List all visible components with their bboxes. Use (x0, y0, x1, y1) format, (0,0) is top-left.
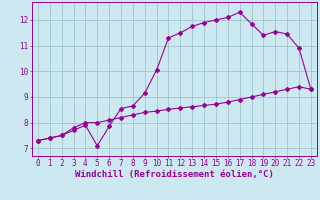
X-axis label: Windchill (Refroidissement éolien,°C): Windchill (Refroidissement éolien,°C) (75, 170, 274, 179)
